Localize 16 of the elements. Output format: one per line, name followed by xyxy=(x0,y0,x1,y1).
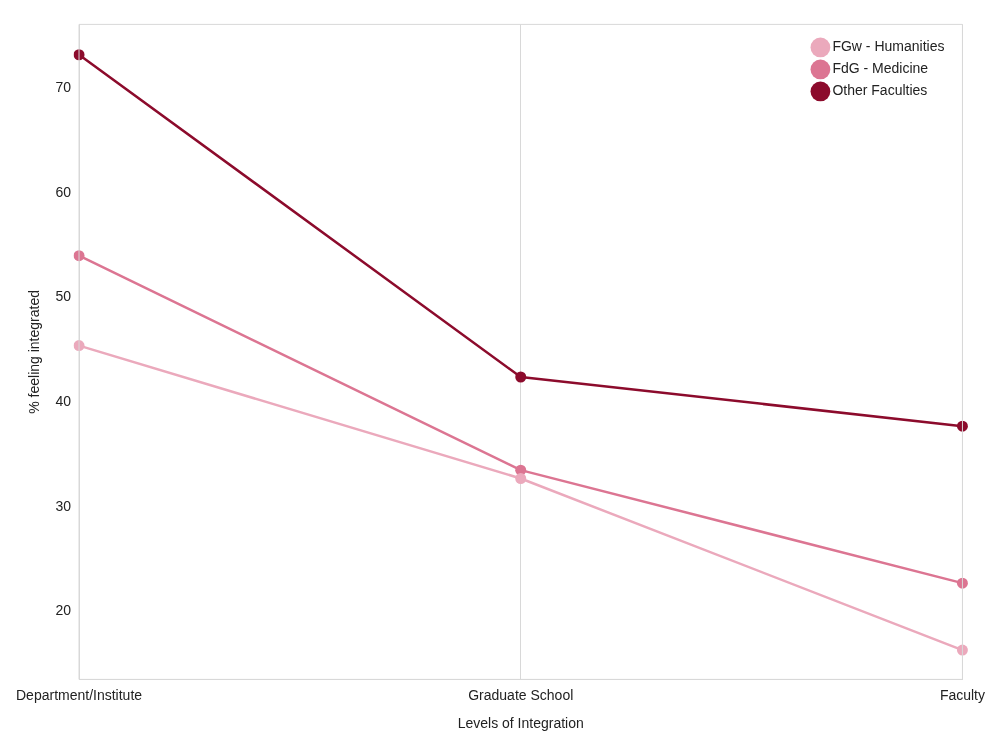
point xyxy=(515,371,527,383)
legend-label: FGw - Humanities xyxy=(832,38,945,55)
y-tick-label: 30 xyxy=(55,497,72,514)
x-tick-label: Faculty xyxy=(939,686,985,703)
legend-label: FdG - Medicine xyxy=(832,60,929,77)
x-axis-title: Levels of Integration xyxy=(457,715,584,732)
y-axis-title: % feeling integrated xyxy=(25,290,42,414)
point xyxy=(515,473,527,485)
y-tick-label: 70 xyxy=(55,79,72,96)
legend-label: Other Faculties xyxy=(832,82,928,99)
y-tick-label: 50 xyxy=(55,288,72,305)
y-tick-label: 40 xyxy=(55,392,72,409)
y-tick-label: 20 xyxy=(55,602,72,619)
x-tick-label: Department/Institute xyxy=(16,686,143,703)
x-tick-label: Graduate School xyxy=(468,686,574,703)
y-tick-label: 60 xyxy=(55,183,72,200)
